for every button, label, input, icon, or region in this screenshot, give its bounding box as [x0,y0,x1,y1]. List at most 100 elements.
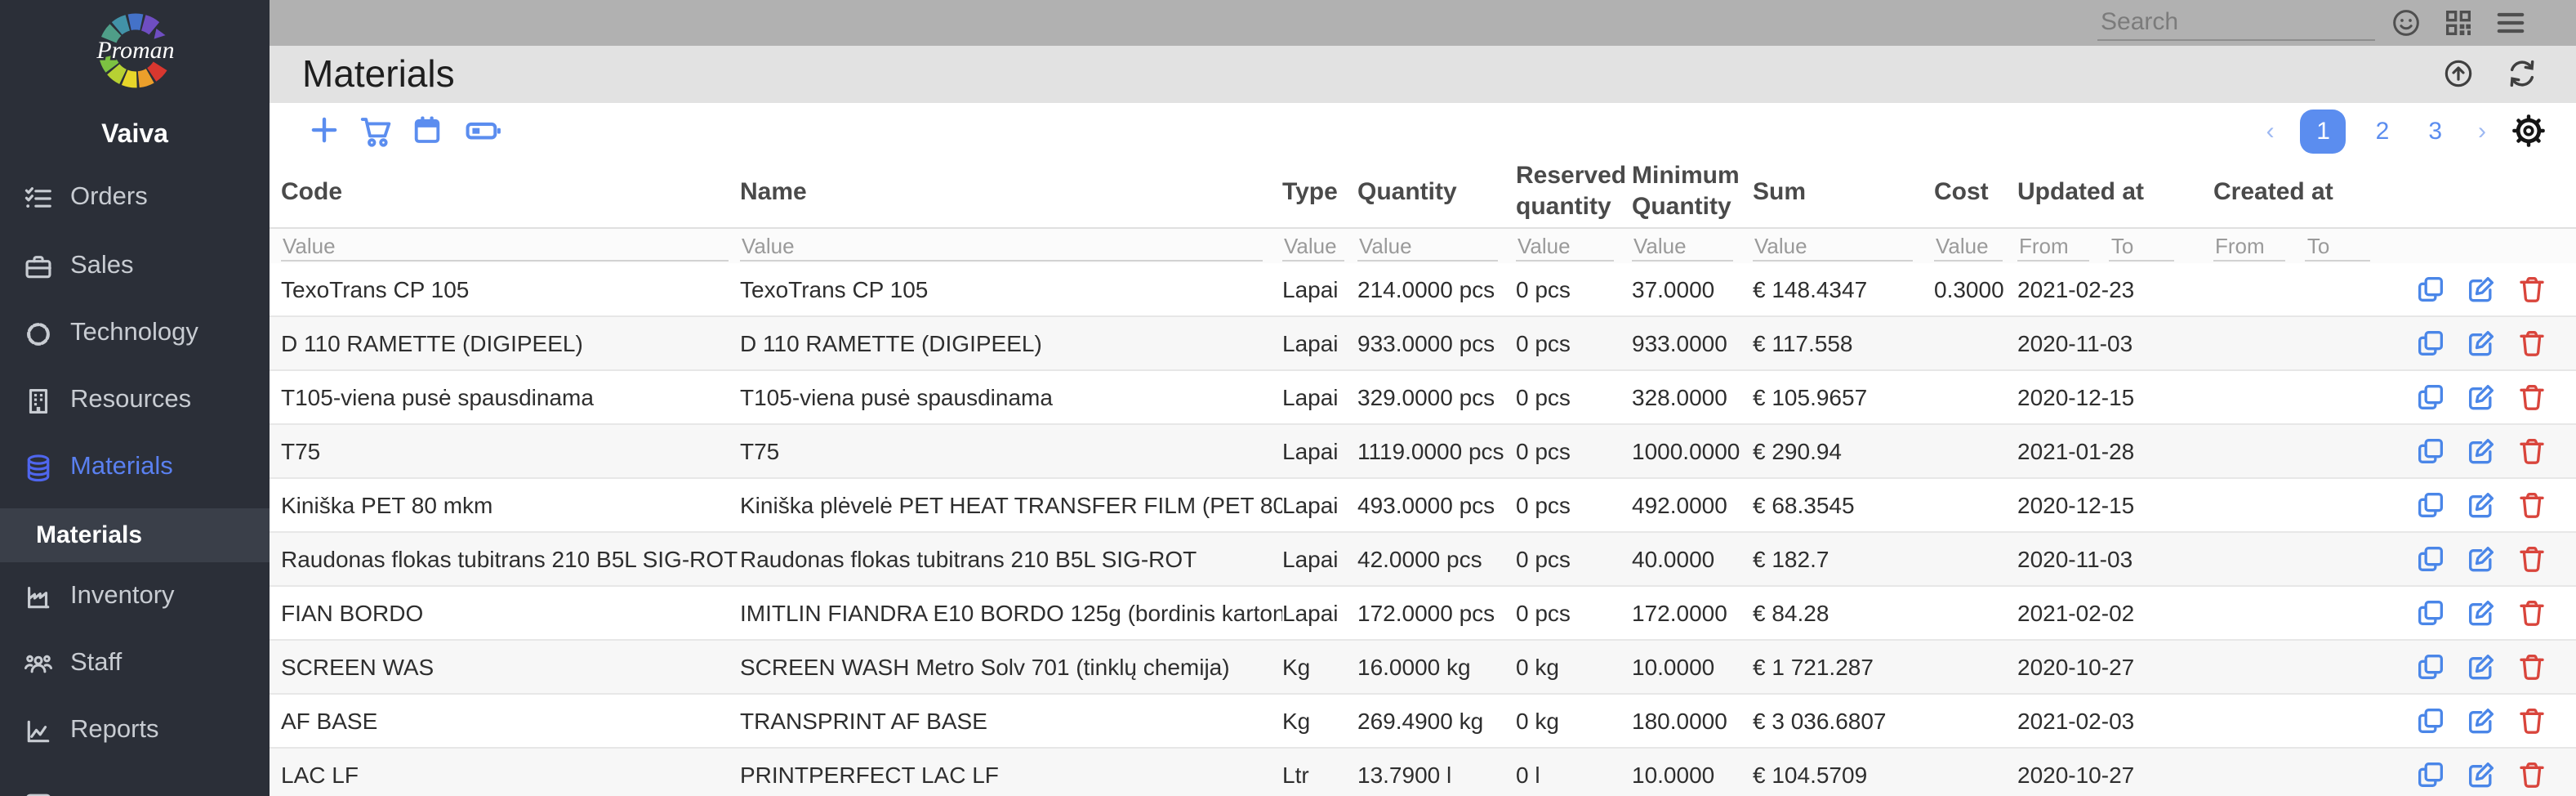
filter-name-input[interactable] [740,231,1263,261]
row-actions [2401,435,2576,467]
row-actions [2401,543,2576,575]
sidebar-item-resources[interactable]: Resources [0,368,270,433]
upload-arrow-icon[interactable] [2442,57,2475,90]
edit-row-button[interactable] [2465,651,2498,683]
refresh-icon[interactable] [2506,57,2538,90]
edit-icon [2469,439,2494,464]
edit-row-button[interactable] [2465,381,2498,414]
table-row[interactable]: TexoTrans CP 105 TexoTrans CP 105 Lapai … [270,263,2576,317]
cell-name: TexoTrans CP 105 [740,276,929,302]
table-row[interactable]: T105-viena pusė spausdinama T105-viena p… [270,371,2576,425]
smiley-icon[interactable] [2390,7,2422,39]
edit-row-button[interactable] [2465,327,2498,360]
filter-updated-to-input[interactable] [2109,231,2175,261]
sidebar-item-partial[interactable] [0,775,270,796]
delete-row-button[interactable] [2516,327,2548,360]
edit-row-button[interactable] [2465,704,2498,737]
table-settings-button[interactable] [2511,113,2547,149]
copy-icon [2418,277,2443,302]
edit-icon [2469,709,2494,734]
table-row[interactable]: FIAN BORDO IMITLIN FIANDRA E10 BORDO 125… [270,587,2576,641]
proman-logo-icon: Proman [93,13,176,88]
filter-sum-input[interactable] [1753,231,1913,261]
pagination-page-2[interactable]: 2 [2375,117,2390,145]
pagination-page-1[interactable]: 1 [2300,109,2346,153]
table-row[interactable]: T75 T75 Lapai 1119.0000 pcs 0 pcs 1000.0… [270,425,2576,479]
filter-type-input[interactable] [1282,231,1344,261]
filter-minimum-input[interactable] [1632,231,1733,261]
table-row[interactable]: LAC LF PRINTPERFECT LAC LF Ltr 13.7900 l… [270,749,2576,796]
col-header-minimum: Minimum Quantity [1632,162,1740,221]
copy-row-button[interactable] [2414,543,2447,575]
user-name: Vaiva [101,121,168,149]
sidebar-item-staff[interactable]: Staff [0,631,270,696]
pagination-page-3[interactable]: 3 [2428,117,2442,145]
cell-name: IMITLIN FIANDRA E10 BORDO 125g (bordinis… [740,600,1282,626]
copy-row-button[interactable] [2414,489,2447,521]
hamburger-menu-icon[interactable] [2494,7,2527,39]
sidebar-item-orders[interactable]: Orders [0,165,270,230]
delete-row-button[interactable] [2516,704,2548,737]
copy-row-button[interactable] [2414,381,2447,414]
sidebar-item-reports[interactable]: Reports [0,698,270,763]
delete-row-button[interactable] [2516,435,2548,467]
toolbar: ‹ 1 2 3 › [270,103,2576,159]
table-row[interactable]: Kiniška PET 80 mkm Kiniška plėvelė PET H… [270,479,2576,533]
table-row[interactable]: Raudonas flokas tubitrans 210 B5L SIG-RO… [270,533,2576,587]
pagination-prev[interactable]: ‹ [2266,117,2275,145]
copy-row-button[interactable] [2414,651,2447,683]
filter-quantity-input[interactable] [1357,231,1498,261]
cell-sum: € 105.9657 [1753,384,1868,410]
filter-created-from-input[interactable] [2213,231,2285,261]
filter-created-to-input[interactable] [2305,231,2371,261]
edit-row-button[interactable] [2465,489,2498,521]
copy-row-button[interactable] [2414,597,2447,629]
filter-cost-input[interactable] [1934,231,2003,261]
table-row[interactable]: AF BASE TRANSPRINT AF BASE Kg 269.4900 k… [270,695,2576,749]
sidebar-item-label: Sales [70,252,134,279]
copy-row-button[interactable] [2414,435,2447,467]
delete-row-button[interactable] [2516,489,2548,521]
sidebar-subitem-materials[interactable]: Materials [0,508,270,562]
delete-row-button[interactable] [2516,597,2548,629]
table-row[interactable]: D 110 RAMETTE (DIGIPEEL) D 110 RAMETTE (… [270,317,2576,371]
copy-row-button[interactable] [2414,327,2447,360]
cell-type: Kg [1282,708,1311,734]
filter-updated-from-input[interactable] [2017,231,2089,261]
edit-row-button[interactable] [2465,758,2498,791]
search-input[interactable] [2097,5,2375,41]
proman-logo[interactable]: Proman [0,3,270,105]
cell-type: Lapai [1282,546,1339,572]
copy-row-button[interactable] [2414,273,2447,306]
pagination-next[interactable]: › [2478,117,2486,145]
add-material-button[interactable] [307,113,341,147]
edit-row-button[interactable] [2465,273,2498,306]
delete-row-button[interactable] [2516,273,2548,306]
copy-row-button[interactable] [2414,704,2447,737]
edit-row-button[interactable] [2465,597,2498,629]
sidebar-item-materials[interactable]: Materials [0,435,270,500]
trash-icon [2520,655,2544,680]
sidebar-item-inventory[interactable]: Inventory [0,564,270,629]
sidebar-item-sales[interactable]: Sales [0,234,270,299]
cart-button[interactable] [358,113,395,150]
delete-row-button[interactable] [2516,651,2548,683]
filter-code-input[interactable] [281,231,729,261]
cell-minimum: 180.0000 [1632,708,1727,734]
sidebar-item-technology[interactable]: Technology [0,301,270,366]
edit-row-button[interactable] [2465,435,2498,467]
shopping-cart-icon [360,118,391,147]
battery-button[interactable] [462,113,505,149]
copy-row-button[interactable] [2414,758,2447,791]
calendar-button[interactable] [410,113,444,147]
delete-row-button[interactable] [2516,758,2548,791]
edit-row-button[interactable] [2465,543,2498,575]
table-row[interactable]: SCREEN WAS SCREEN WASH Metro Solv 701 (t… [270,641,2576,695]
qr-code-icon[interactable] [2442,7,2475,39]
delete-row-button[interactable] [2516,543,2548,575]
cell-code: D 110 RAMETTE (DIGIPEEL) [281,330,583,356]
filter-reserved-input[interactable] [1516,231,1614,261]
col-header-cost: Cost [1934,177,1989,206]
copy-icon [2418,493,2443,517]
delete-row-button[interactable] [2516,381,2548,414]
